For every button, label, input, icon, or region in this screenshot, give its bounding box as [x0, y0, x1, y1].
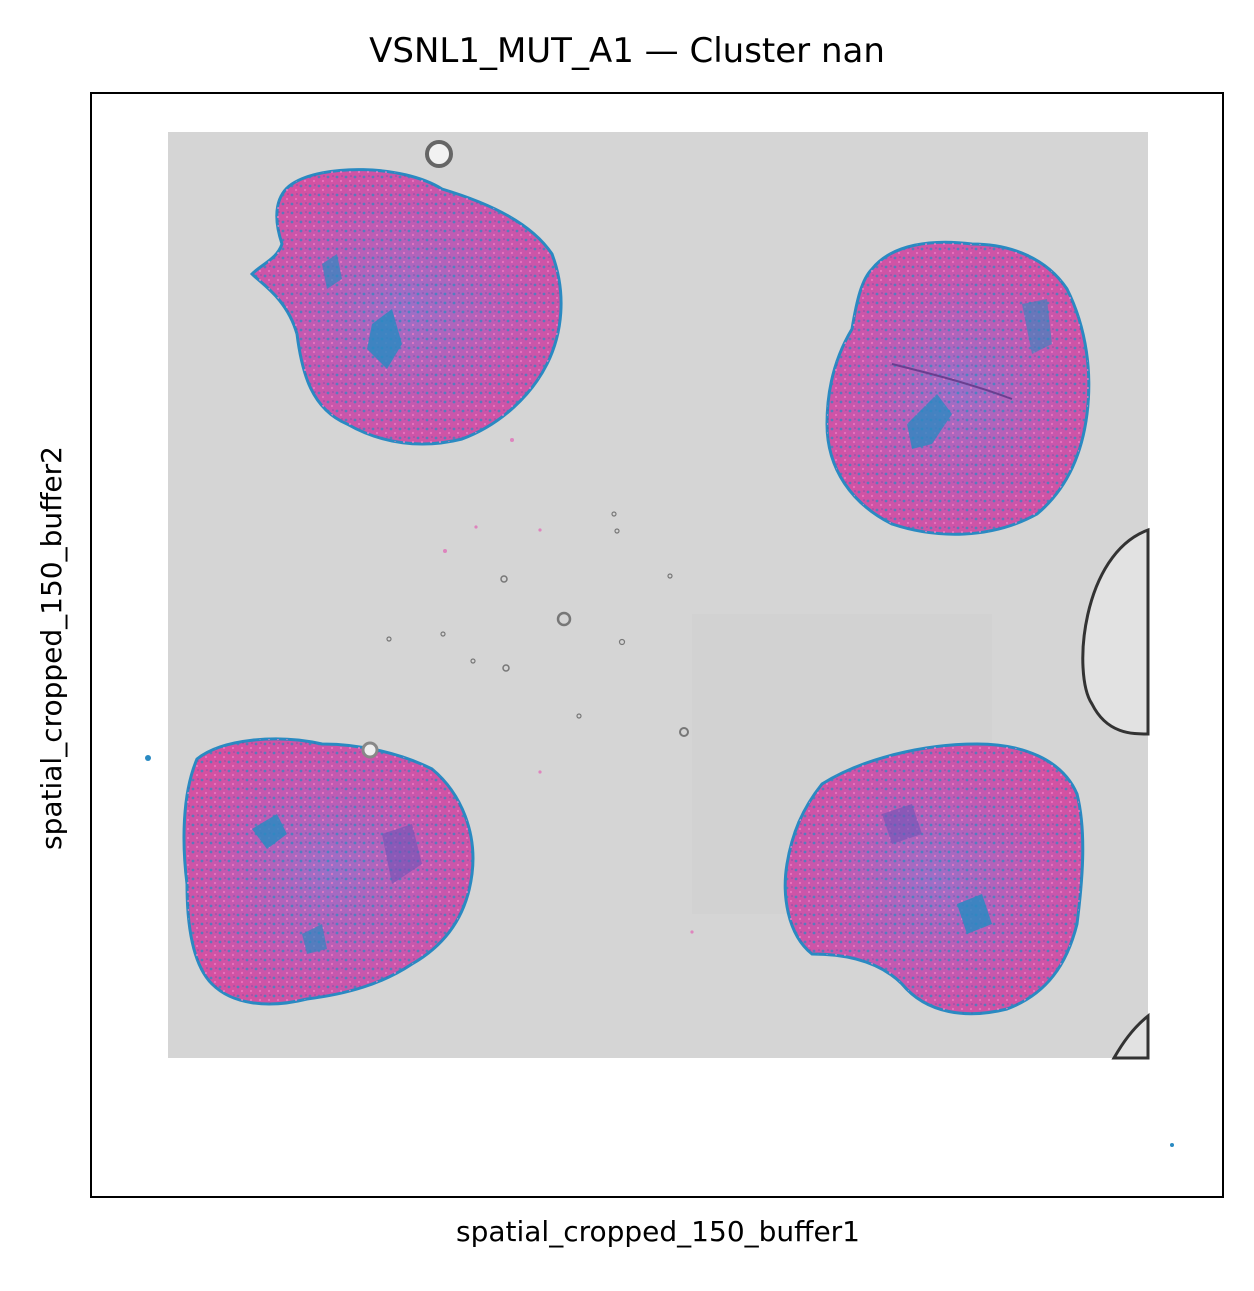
tissue-section-icon	[182, 737, 475, 1006]
air-bubble-icon	[361, 140, 689, 759]
chart-title: VSNL1_MUT_A1 — Cluster nan	[369, 31, 885, 71]
x-axis-label: spatial_cropped_150_buffer1	[456, 1215, 860, 1248]
tissue-section-icon	[249, 168, 563, 446]
air-bubble-icon	[1081, 527, 1150, 1060]
tissue-section-icon	[783, 742, 1085, 1016]
plot-axes	[90, 92, 1224, 1198]
spatial-image	[145, 132, 1174, 1147]
tissue-section-icon	[825, 240, 1091, 536]
y-axis-label: spatial_cropped_150_buffer2	[35, 446, 68, 850]
